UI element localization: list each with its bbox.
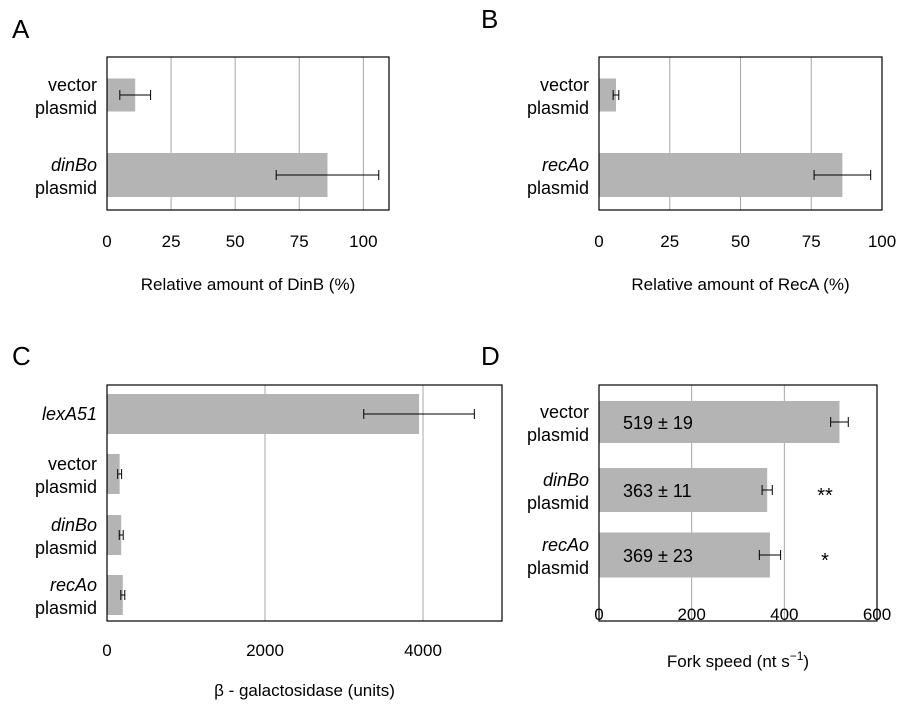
tick-label: 75: [290, 232, 309, 251]
bar: [107, 575, 123, 615]
x-axis-label-text: Relative amount of RecA (%): [631, 275, 849, 294]
tick-label: 0: [594, 605, 603, 624]
category-label-line2: plasmid: [527, 425, 589, 445]
category-label-line2: plasmid: [527, 558, 589, 578]
tick-label: 2000: [246, 641, 284, 660]
category-label: vector plasmid: [527, 402, 589, 445]
bar: [599, 532, 770, 578]
category-label-line2: plasmid: [35, 538, 97, 558]
plot-frame: [598, 56, 883, 211]
category-label: recAo plasmid: [527, 535, 589, 578]
tick-label: 50: [731, 232, 750, 251]
x-axis-label: Relative amount of RecA (%): [631, 275, 849, 294]
tick-label: 4000: [404, 641, 442, 660]
x-axis-label-superscript: −1: [790, 649, 804, 663]
category-label-line2: plasmid: [35, 598, 97, 618]
category-label-line2: plasmid: [527, 98, 589, 118]
tick-label: 25: [162, 232, 181, 251]
tick-label: 75: [802, 232, 821, 251]
plot-frame: [106, 384, 503, 622]
x-axis-label: Relative amount of DinB (%): [141, 275, 355, 294]
category-label: recAo plasmid: [35, 575, 97, 618]
category-label: recAo plasmid: [527, 155, 589, 198]
category-label: vector plasmid: [35, 454, 97, 497]
category-label-text: vector: [540, 75, 589, 95]
tick-label: 25: [660, 232, 679, 251]
tick-label: 400: [770, 605, 798, 624]
bar: [107, 515, 122, 555]
category-label-line2: plasmid: [527, 178, 589, 198]
category-label-italic: dinBo: [51, 515, 97, 535]
category-label-line2: plasmid: [35, 98, 97, 118]
category-label-text: vector: [48, 75, 97, 95]
category-label-italic: recAo: [542, 155, 589, 175]
category-label-italic: lexA51: [42, 404, 97, 424]
tick-label: 100: [349, 232, 377, 251]
tick-label: 0: [594, 232, 603, 251]
bar: [599, 153, 843, 197]
panel-b-letter: B: [481, 4, 498, 34]
data-label: 519 ± 19: [623, 413, 693, 433]
category-label: dinBo plasmid: [35, 515, 97, 558]
panel-d-letter: D: [481, 341, 500, 371]
panel-a-letter: A: [12, 14, 30, 44]
category-label: dinBo plasmid: [35, 155, 97, 198]
category-label: vector plasmid: [527, 75, 589, 118]
x-axis-label-text: Relative amount of DinB (%): [141, 275, 355, 294]
significance-marker: *: [821, 550, 829, 572]
tick-label: 0: [102, 641, 111, 660]
category-label-line2: plasmid: [35, 178, 97, 198]
category-label-text: vector: [540, 402, 589, 422]
category-label-italic: recAo: [542, 535, 589, 555]
x-axis-label: Fork speed (nt s−1): [667, 649, 809, 671]
panel-c-letter: C: [12, 341, 31, 371]
category-label-text: vector: [48, 454, 97, 474]
data-label: 369 ± 23: [623, 546, 693, 566]
bar: [107, 454, 120, 494]
category-label: lexA51: [42, 404, 97, 424]
category-label-italic: dinBo: [543, 470, 589, 490]
category-label: dinBo plasmid: [527, 470, 589, 513]
bar: [599, 401, 840, 443]
tick-label: 50: [226, 232, 245, 251]
category-label-line2: plasmid: [35, 477, 97, 497]
bar: [599, 78, 616, 112]
tick-label: 200: [677, 605, 705, 624]
x-axis-label-text: β - galactosidase (units): [214, 681, 395, 700]
x-axis-label-end: ): [803, 652, 809, 671]
tick-label: 600: [863, 605, 891, 624]
category-label-italic: recAo: [50, 575, 97, 595]
tick-label: 100: [868, 232, 896, 251]
category-label-italic: dinBo: [51, 155, 97, 175]
category-label-line2: plasmid: [527, 493, 589, 513]
bar: [599, 468, 768, 512]
tick-label: 0: [102, 232, 111, 251]
plot-frame: [598, 384, 878, 622]
significance-marker: **: [817, 485, 833, 507]
plot-frame: [106, 56, 390, 211]
x-axis-label-text: Fork speed (nt s: [667, 652, 790, 671]
category-label: vector plasmid: [35, 75, 97, 118]
x-axis-label: β - galactosidase (units): [214, 681, 395, 700]
data-label: 363 ± 11: [623, 481, 692, 501]
